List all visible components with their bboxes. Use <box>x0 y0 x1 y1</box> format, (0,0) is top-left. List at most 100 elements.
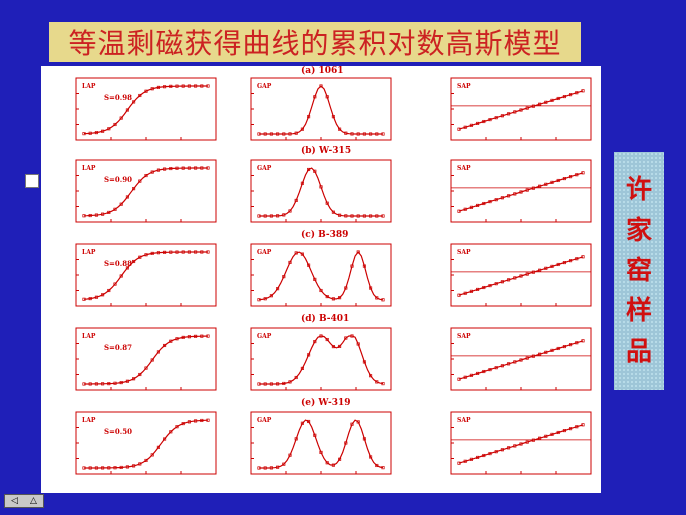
data-point <box>544 266 548 270</box>
data-point <box>107 288 111 293</box>
data-point <box>494 366 498 370</box>
data-point <box>538 184 542 188</box>
data-point <box>500 196 504 200</box>
data-point <box>263 466 267 470</box>
data-point <box>507 446 511 450</box>
data-point <box>307 263 311 267</box>
side-label-char: 家 <box>625 215 652 246</box>
data-point <box>206 250 210 254</box>
data-point <box>513 360 517 364</box>
data-point <box>575 91 579 95</box>
data-point <box>494 450 498 454</box>
data-point <box>463 207 467 211</box>
lap-value: S=0.90 <box>104 175 132 184</box>
data-point <box>163 437 167 441</box>
data-point <box>457 209 461 213</box>
data-point <box>562 261 566 265</box>
data-point <box>469 289 473 293</box>
data-point <box>169 84 173 88</box>
curve <box>83 167 208 217</box>
data-point <box>482 201 486 206</box>
checkbox[interactable] <box>25 174 39 188</box>
data-point <box>263 297 267 301</box>
data-point <box>257 214 261 218</box>
data-point <box>550 348 554 352</box>
data-point <box>581 423 585 427</box>
data-point <box>325 461 329 465</box>
data-point <box>381 132 385 136</box>
panel-label: GAP <box>257 417 272 424</box>
data-point <box>375 214 379 218</box>
data-point <box>575 341 579 345</box>
data-point <box>356 214 360 218</box>
prev-icon[interactable]: ◁ <box>11 495 18 506</box>
curve <box>259 85 383 135</box>
panel-label: GAP <box>257 333 272 340</box>
data-point <box>581 89 585 93</box>
data-point <box>338 296 342 300</box>
data-point <box>282 213 286 217</box>
data-point <box>569 427 573 431</box>
data-point <box>519 274 523 278</box>
data-point <box>206 166 210 170</box>
data-point <box>488 284 492 288</box>
data-point <box>350 334 354 338</box>
data-point <box>175 84 179 88</box>
data-point <box>150 87 154 91</box>
data-point <box>307 115 311 119</box>
data-point <box>257 298 261 302</box>
data-point <box>369 214 373 218</box>
panel-label: GAP <box>257 83 272 90</box>
data-point <box>513 192 517 196</box>
up-arrow-icon[interactable]: △ <box>30 495 37 506</box>
data-point <box>113 207 117 211</box>
data-point <box>476 203 480 207</box>
data-point <box>194 334 198 338</box>
data-point <box>562 429 566 433</box>
data-point <box>331 115 335 119</box>
data-point <box>338 213 342 217</box>
data-point <box>194 419 198 423</box>
data-point <box>150 251 154 255</box>
data-point <box>175 425 179 429</box>
data-point <box>101 382 105 386</box>
navigation-bar[interactable]: ◁ △ <box>4 494 44 508</box>
data-point <box>550 98 554 102</box>
data-point <box>463 291 467 295</box>
data-point <box>288 453 292 457</box>
data-point <box>163 167 167 171</box>
data-point <box>107 127 111 131</box>
data-point <box>263 132 267 136</box>
data-point <box>513 110 517 114</box>
data-point <box>181 422 185 426</box>
data-point <box>356 342 360 346</box>
data-point <box>319 288 323 293</box>
data-point <box>132 259 136 264</box>
data-point <box>556 96 560 101</box>
side-label-char: 许 <box>625 175 652 206</box>
data-point <box>113 466 117 470</box>
data-point <box>82 382 86 386</box>
data-point <box>331 210 335 214</box>
data-point <box>350 264 354 268</box>
panel-caption: (c) B-389 <box>301 230 349 240</box>
data-point <box>525 356 529 360</box>
data-point <box>187 84 191 88</box>
data-point <box>132 187 136 191</box>
data-point <box>138 93 142 98</box>
lap-value: S=0.50 <box>104 427 132 436</box>
data-point <box>294 375 298 380</box>
data-point <box>338 127 342 131</box>
data-point <box>319 450 323 454</box>
data-point <box>125 379 129 383</box>
data-point <box>356 132 360 136</box>
lap-value: S=0.87 <box>104 343 132 352</box>
data-point <box>138 372 142 377</box>
data-point <box>101 466 105 470</box>
lap-plot: LAP S=0.90 <box>75 159 217 223</box>
data-point <box>562 345 566 349</box>
data-point <box>257 466 261 470</box>
data-point <box>375 296 379 300</box>
data-point <box>276 382 280 386</box>
data-point <box>469 205 473 209</box>
